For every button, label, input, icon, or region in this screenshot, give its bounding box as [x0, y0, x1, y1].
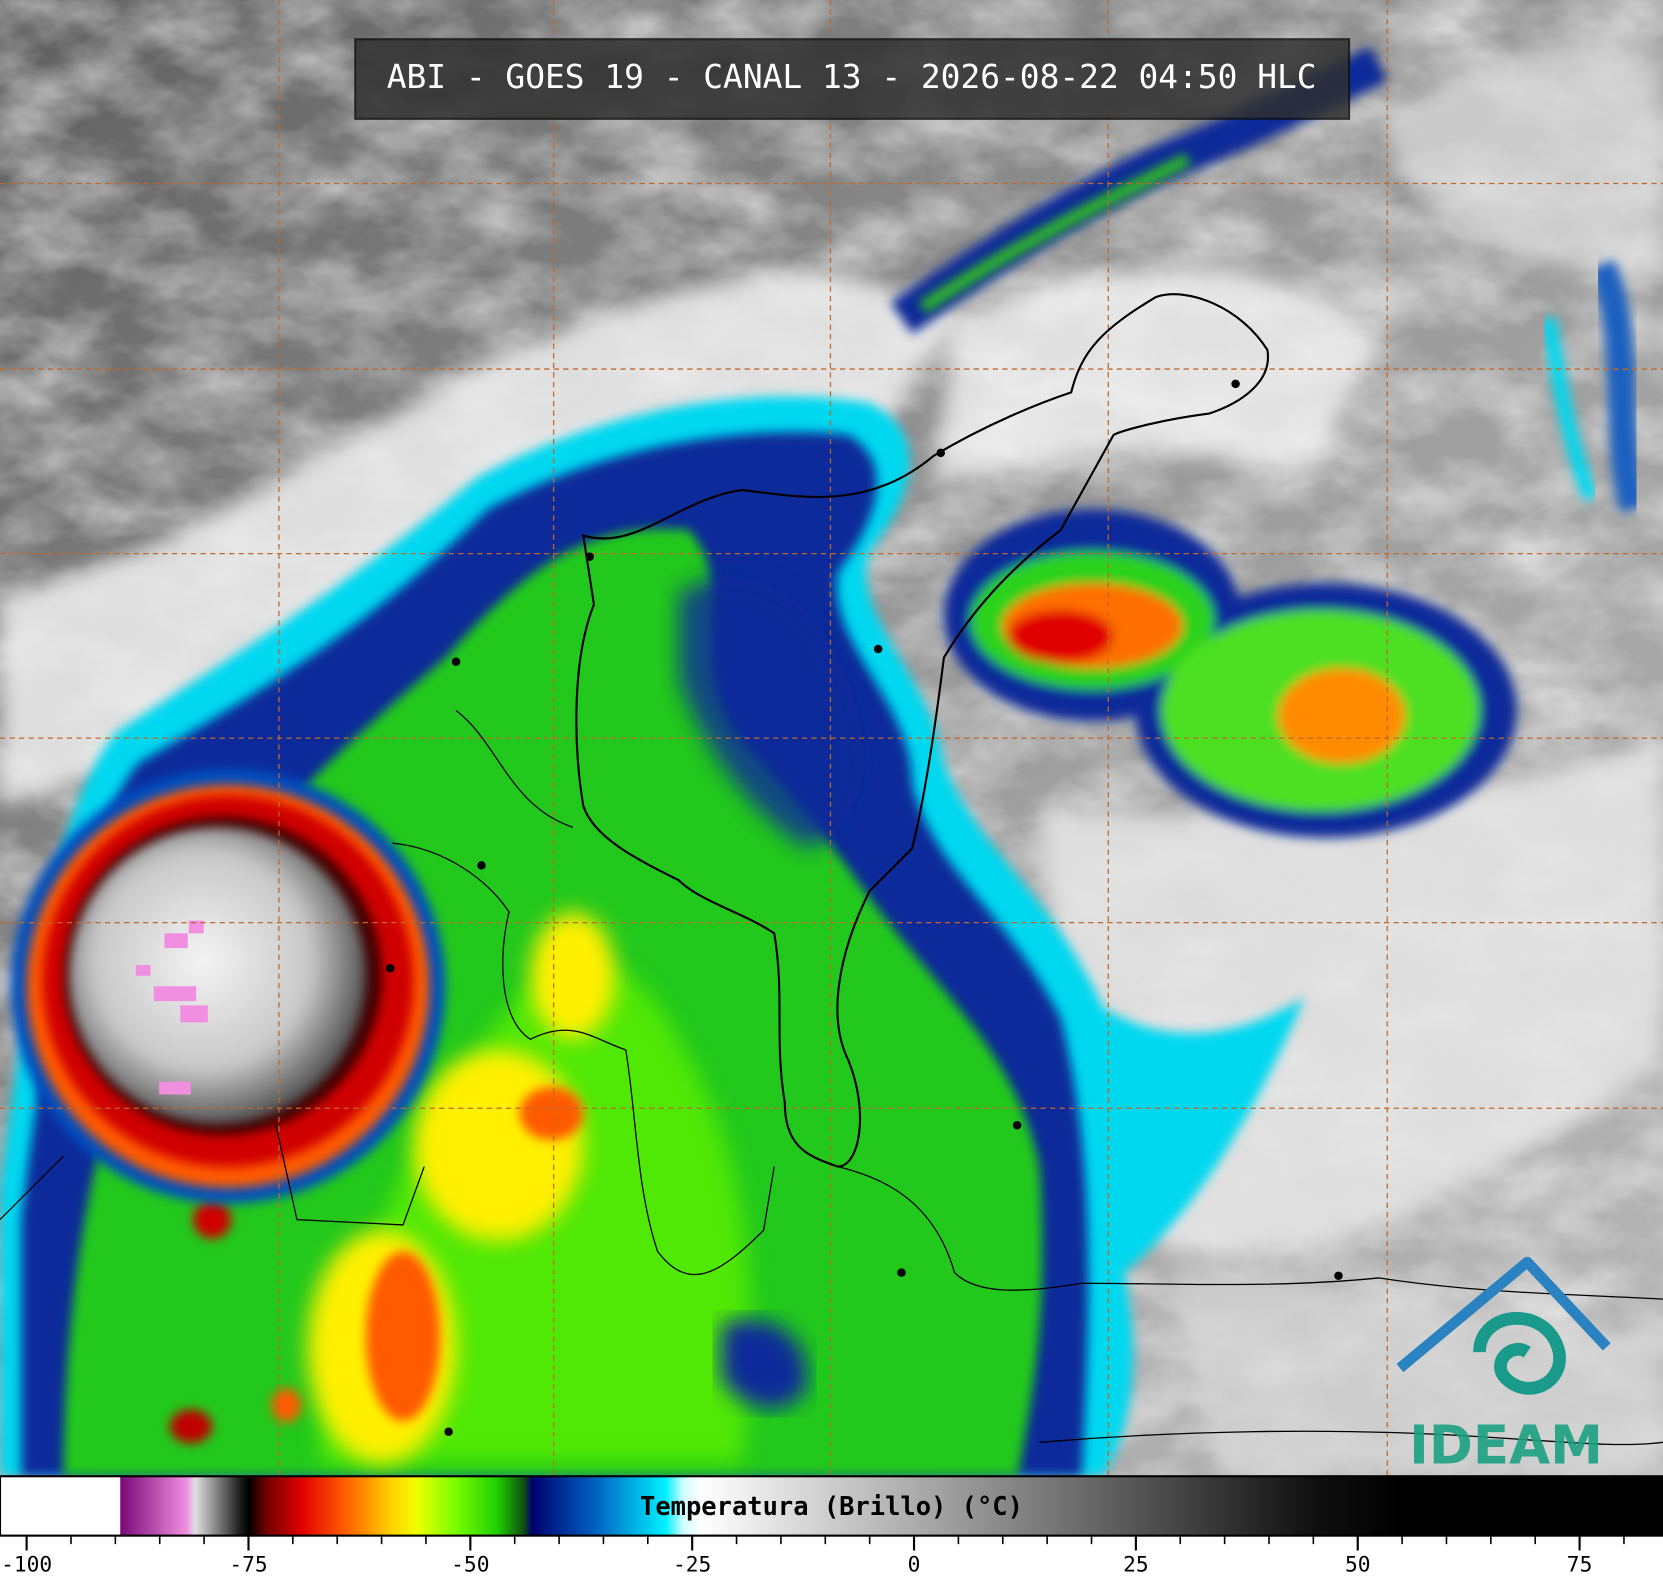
cloud-bands-part — [1166, 1268, 1663, 1477]
cities-part — [1231, 379, 1240, 389]
cities-part — [585, 552, 594, 562]
tick-label: 25 — [1123, 1552, 1149, 1577]
overshooting-tops-part — [188, 920, 204, 934]
overshooting-tops-part — [135, 965, 151, 976]
cold-tops-part — [413, 1049, 584, 1241]
cities-part — [897, 1268, 906, 1277]
logo-roof — [1396, 1256, 1611, 1373]
north-east-cells — [890, 46, 1647, 838]
borders-part — [0, 1124, 1663, 1446]
north-east-cells-part — [919, 153, 1191, 313]
cloud-bands-part — [1378, 42, 1663, 276]
title-background — [354, 38, 1351, 120]
logo-text: IDEAM — [1409, 1415, 1603, 1477]
logo-spiral — [1473, 1312, 1566, 1395]
cities-part — [873, 644, 883, 654]
north-east-cells-part-part — [1007, 609, 1114, 663]
colorbar-label: Temperatura (Brillo) (°C) — [640, 1492, 1023, 1522]
storm — [10, 768, 446, 1204]
very-cold-tops-part — [271, 1388, 302, 1423]
cities-part — [1334, 1271, 1343, 1281]
overshooting-tops-part — [159, 1081, 191, 1095]
north-east-cells-part — [1541, 316, 1598, 502]
north-east-cells-part — [943, 509, 1517, 838]
overshooting-tops-part — [153, 986, 197, 1002]
cities-part — [386, 964, 395, 973]
title-box: ABI - GOES 19 - CANAL 13 - 2026-08-22 04… — [354, 38, 1351, 120]
cold-tops-part — [530, 912, 616, 1040]
storm-part — [68, 827, 366, 1125]
very-cold-tops-part — [365, 1251, 441, 1422]
overshooting-tops — [135, 920, 208, 1095]
tick-label: -100 — [1, 1552, 52, 1577]
tick-label: 50 — [1345, 1552, 1371, 1577]
overshooting-tops-part — [164, 933, 188, 949]
tick-label: 75 — [1567, 1552, 1593, 1577]
borders-part — [392, 842, 775, 1276]
colorbar-scale — [0, 1475, 1663, 1537]
cities-part — [936, 448, 945, 458]
cloud-bands-part — [933, 269, 1379, 488]
north-east-cells-part-part — [1278, 668, 1406, 764]
title: ABI - GOES 19 - CANAL 13 - 2026-08-22 04… — [387, 57, 1317, 96]
convective-system-part — [678, 576, 864, 849]
logo: IDEAM — [1396, 1256, 1611, 1477]
very-cold-tops-part — [519, 1087, 584, 1141]
graticule — [0, 0, 1663, 1477]
convective-system — [0, 396, 1305, 1477]
cities-part — [1012, 1120, 1022, 1130]
borders-part — [575, 293, 1270, 1168]
cities-part — [451, 657, 461, 667]
very-cold-tops-part — [193, 1200, 232, 1239]
map: IDEAM ABI - GOES 19 - CANAL 13 - 2026-08… — [0, 0, 1663, 1477]
cities — [386, 379, 1343, 1436]
colorbar: Temperatura (Brillo) (°C) -100 -75 -50 -25 0… — [0, 1475, 1663, 1577]
north-east-cells-part — [1588, 259, 1647, 513]
cities-part — [477, 861, 486, 870]
tick-label: -50 — [451, 1552, 489, 1577]
convective-system-part — [721, 1319, 808, 1409]
tick-label: -25 — [673, 1552, 711, 1577]
very-cold-tops — [169, 1087, 584, 1444]
tick-label: 0 — [908, 1552, 921, 1577]
tick-label: -75 — [229, 1552, 267, 1577]
very-cold-tops-part — [169, 1409, 213, 1444]
overshooting-tops-part — [180, 1005, 208, 1023]
cities-part — [444, 1427, 453, 1436]
